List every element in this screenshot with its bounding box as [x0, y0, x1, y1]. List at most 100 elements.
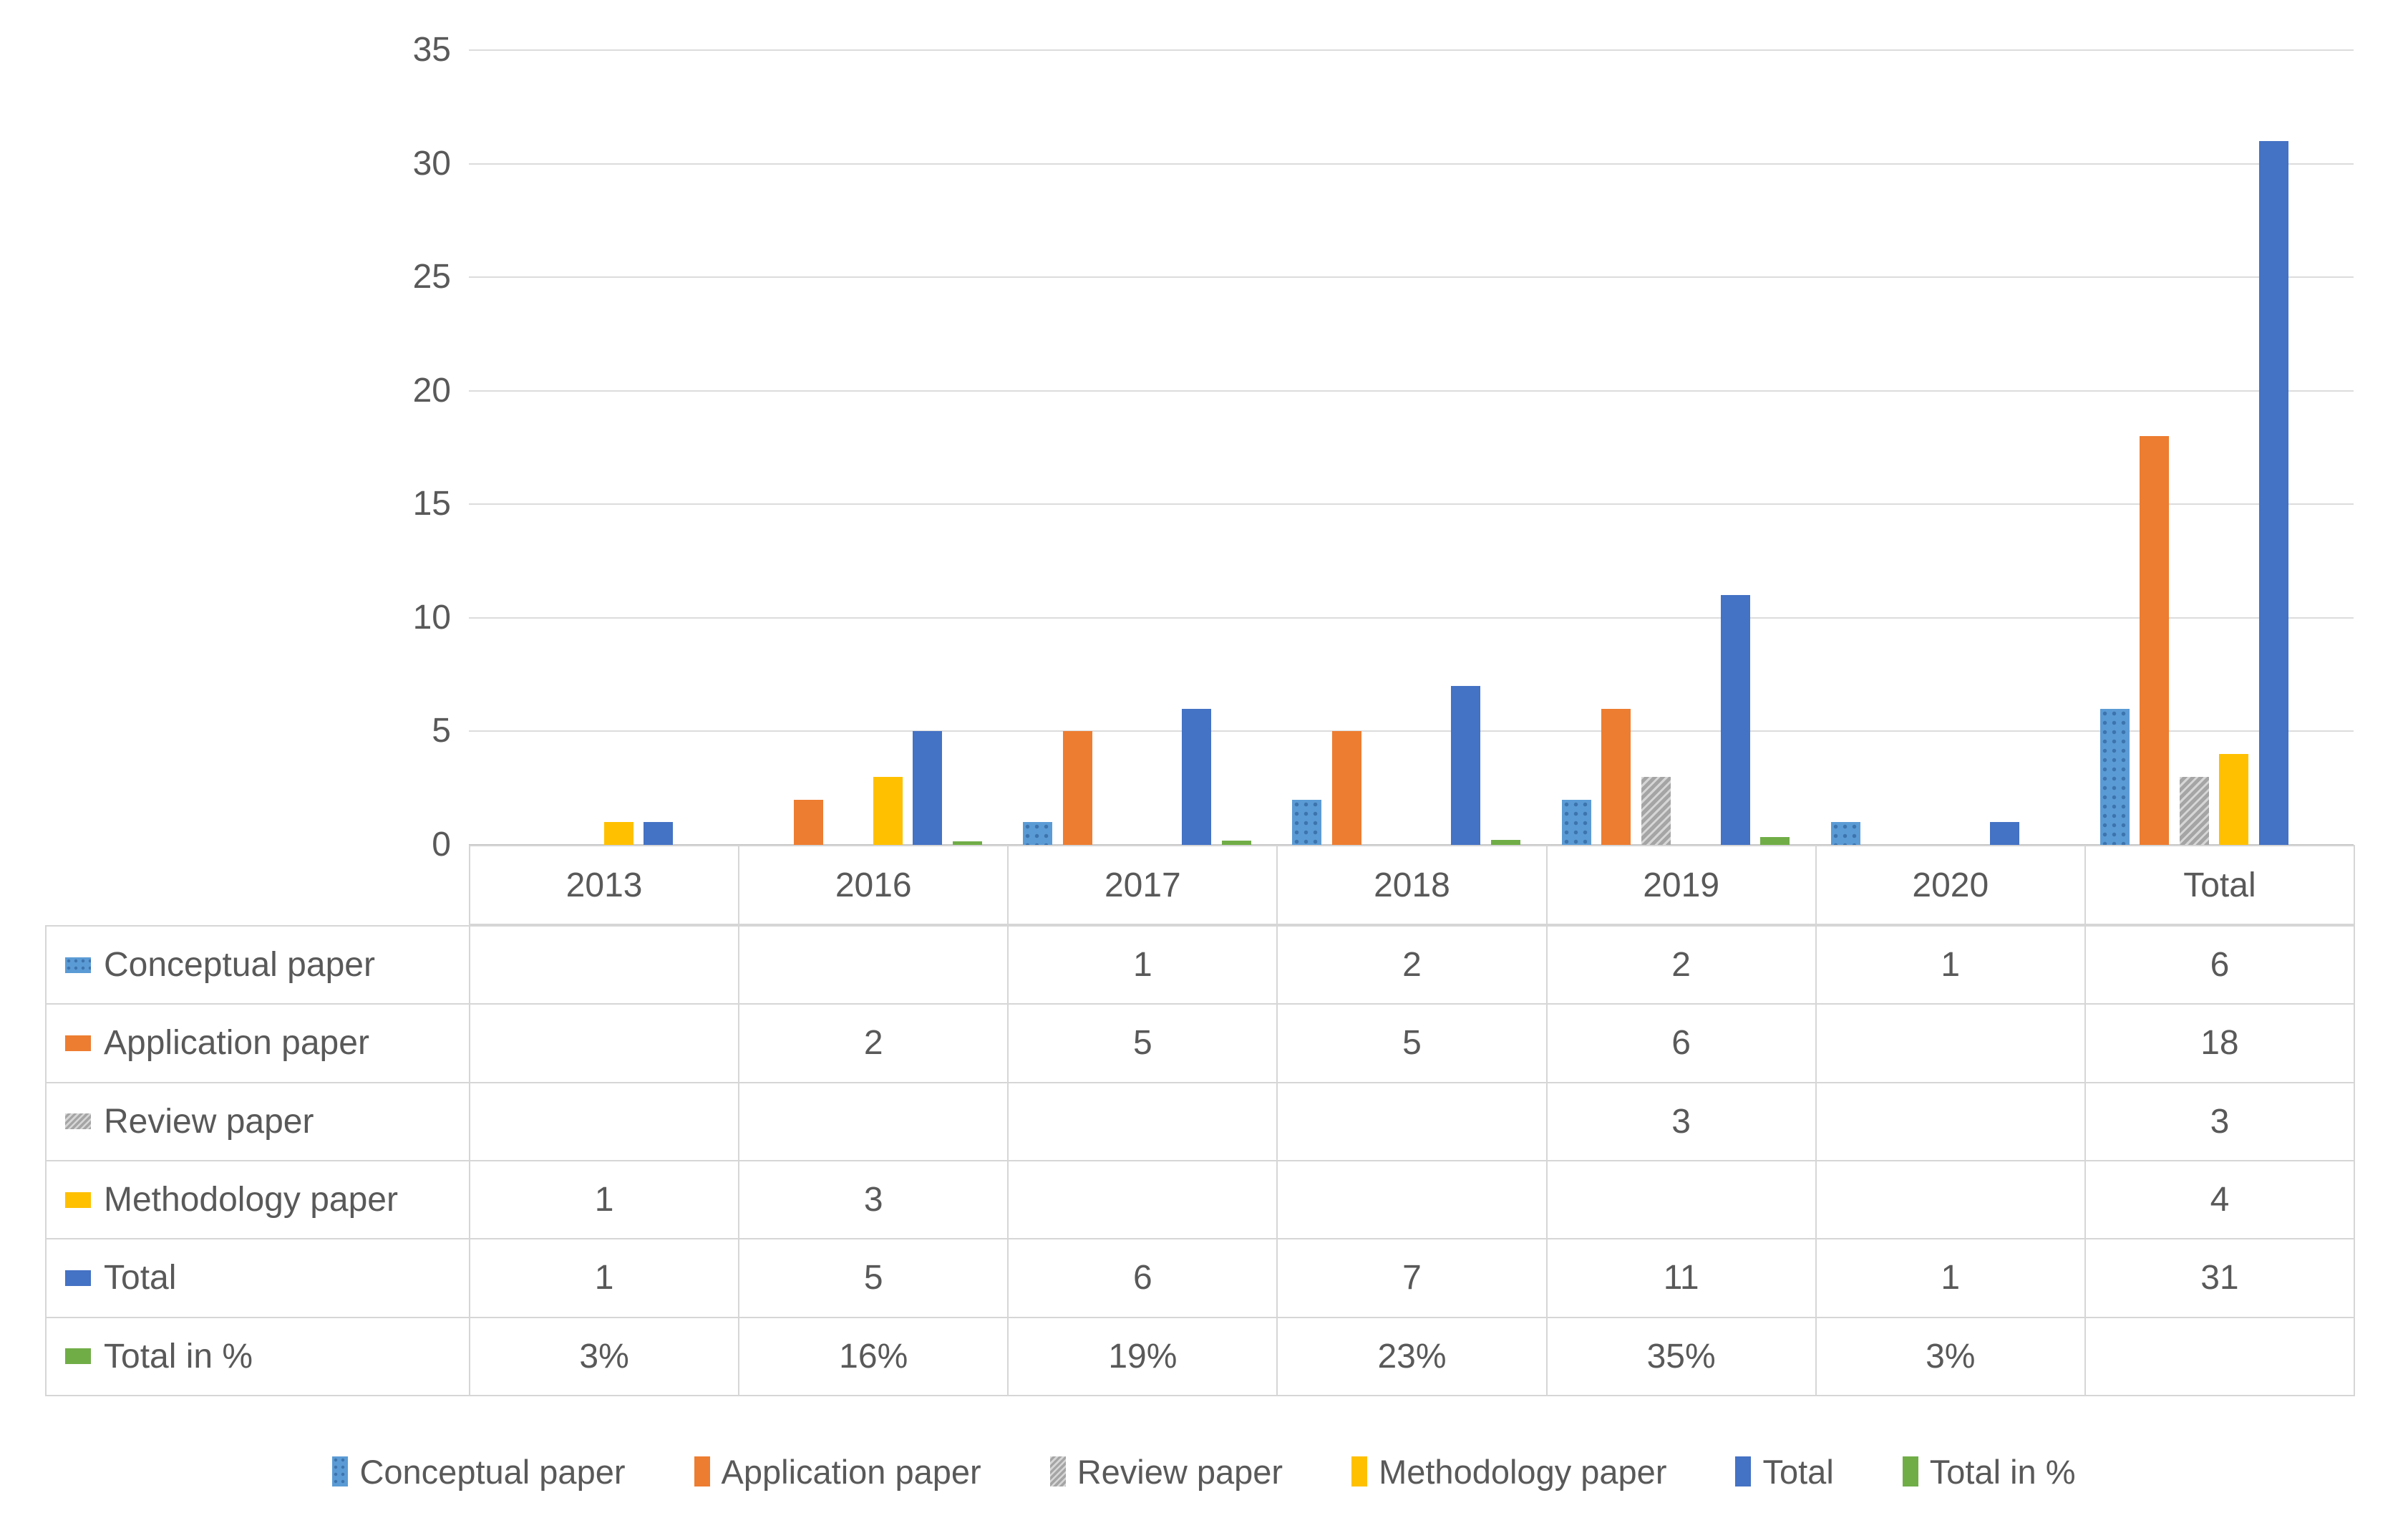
table-cell: 16% — [738, 1316, 1009, 1396]
legend-color-icon — [1351, 1456, 1368, 1486]
legend-item-conceptual-paper: Conceptual paper — [332, 1452, 626, 1492]
bar-methodology-paper-total — [2219, 754, 2249, 845]
table-cell — [1815, 1003, 2086, 1083]
table-cell: 3 — [2084, 1081, 2355, 1161]
legend-key-icon — [65, 1191, 91, 1208]
table-cell: 2 — [738, 1003, 1009, 1083]
gridline-20 — [469, 390, 2354, 392]
gridline-15 — [469, 503, 2354, 506]
bar-conceptual-paper-2018 — [1292, 800, 1322, 845]
y-tick-label-5: 5 — [432, 712, 451, 750]
table-cell — [469, 1081, 740, 1161]
table-cell: 2 — [1276, 925, 1548, 1005]
gridline-10 — [469, 617, 2354, 619]
legend-key-icon — [65, 957, 91, 973]
table-cell: 3% — [1815, 1316, 2086, 1396]
table-cell: 31 — [2084, 1238, 2355, 1318]
bar-review-paper-2019 — [1641, 777, 1671, 845]
gridline-25 — [469, 276, 2354, 279]
table-cell — [738, 1081, 1009, 1161]
table-row-label-text: Application paper — [104, 1024, 369, 1063]
table-cell: 23% — [1276, 1316, 1548, 1396]
table-cell — [1276, 1081, 1548, 1161]
table-cell — [1276, 1159, 1548, 1240]
bar-conceptual-paper-2019 — [1561, 800, 1591, 845]
legend-color-icon — [694, 1456, 710, 1486]
legend-item-label: Conceptual paper — [359, 1452, 626, 1491]
table-cell: 5 — [738, 1238, 1009, 1318]
bar-total-in--2019 — [1760, 837, 1790, 845]
table-cell — [469, 925, 740, 1005]
table-cell: 19% — [1007, 1316, 1278, 1396]
table-cell — [738, 925, 1009, 1005]
table-cell: 2 — [1545, 925, 1817, 1005]
table-cell: 35% — [1545, 1316, 1817, 1396]
gridline-30 — [469, 163, 2354, 165]
table-cell — [1545, 1159, 1817, 1240]
legend-item-review-paper: Review paper — [1049, 1452, 1283, 1492]
bar-total-2019 — [1720, 595, 1750, 845]
legend-item-label: Review paper — [1077, 1452, 1283, 1491]
legend-key-icon — [65, 1270, 91, 1286]
bar-conceptual-paper-2020 — [1830, 822, 1860, 845]
table-row-label-methodology-paper: Methodology paper — [45, 1159, 470, 1240]
table-cell: 5 — [1276, 1003, 1548, 1083]
bar-application-paper-2016 — [793, 800, 823, 845]
table-header-2016: 2016 — [738, 845, 1009, 925]
table-row-label-text: Methodology paper — [104, 1181, 398, 1219]
table-cell: 3% — [469, 1316, 740, 1396]
table-header-2019: 2019 — [1545, 845, 1817, 925]
table-cell: 4 — [2084, 1159, 2355, 1240]
bar-total-2016 — [913, 731, 943, 845]
legend-item-total: Total — [1735, 1452, 1834, 1492]
bar-conceptual-paper-2017 — [1023, 822, 1053, 845]
table-cell — [1815, 1159, 2086, 1240]
table-row-label-text: Review paper — [104, 1102, 314, 1141]
table-cell: 18 — [2084, 1003, 2355, 1083]
y-tick-label-35: 35 — [412, 31, 451, 69]
table-header-2013: 2013 — [469, 845, 740, 925]
table-header-total: Total — [2084, 845, 2355, 925]
table-header-2017: 2017 — [1007, 845, 1278, 925]
y-tick-label-25: 25 — [412, 258, 451, 296]
bar-total-2020 — [1989, 822, 2019, 845]
bar-conceptual-paper-total — [2099, 709, 2130, 845]
bar-application-paper-total — [2140, 436, 2170, 845]
table-cell: 6 — [2084, 925, 2355, 1005]
legend-item-label: Total in % — [1929, 1452, 2076, 1491]
table-row-label-conceptual-paper: Conceptual paper — [45, 925, 470, 1005]
legend-color-icon — [1902, 1456, 1918, 1486]
legend-key-icon — [65, 1348, 91, 1365]
table-cell: 1 — [1815, 925, 2086, 1005]
y-tick-label-20: 20 — [412, 371, 451, 410]
legend-item-methodology-paper: Methodology paper — [1351, 1452, 1666, 1492]
table-cell: 5 — [1007, 1003, 1278, 1083]
bar-application-paper-2019 — [1601, 709, 1631, 845]
table-cell: 3 — [738, 1159, 1009, 1240]
bar-application-paper-2017 — [1062, 731, 1092, 845]
bar-total-2013 — [644, 822, 673, 845]
bar-total-2017 — [1182, 709, 1212, 845]
table-header-2020: 2020 — [1815, 845, 2086, 925]
table-cell: 1 — [1815, 1238, 2086, 1318]
table-cell: 11 — [1545, 1238, 1817, 1318]
y-tick-label-0: 0 — [432, 826, 451, 864]
table-row-label-text: Total in % — [104, 1337, 253, 1376]
table-cell: 1 — [469, 1238, 740, 1318]
legend-item-label: Total — [1762, 1452, 1834, 1491]
chart-legend: Conceptual paper Application paper Review … — [0, 1439, 2408, 1504]
legend-key-icon — [65, 1113, 91, 1130]
gridline-5 — [469, 730, 2354, 733]
bar-methodology-paper-2013 — [603, 822, 633, 845]
table-cell — [469, 1003, 740, 1083]
legend-color-icon — [1735, 1456, 1752, 1486]
legend-item-label: Methodology paper — [1379, 1452, 1667, 1491]
table-cell — [1007, 1081, 1278, 1161]
bar-total-in--2016 — [952, 841, 982, 845]
table-cell: 1 — [469, 1159, 740, 1240]
bar-review-paper-total — [2179, 777, 2209, 845]
table-cell: 1 — [1007, 925, 1278, 1005]
table-row-label-total-in-: Total in % — [45, 1316, 470, 1396]
legend-item-label: Application paper — [721, 1452, 981, 1491]
